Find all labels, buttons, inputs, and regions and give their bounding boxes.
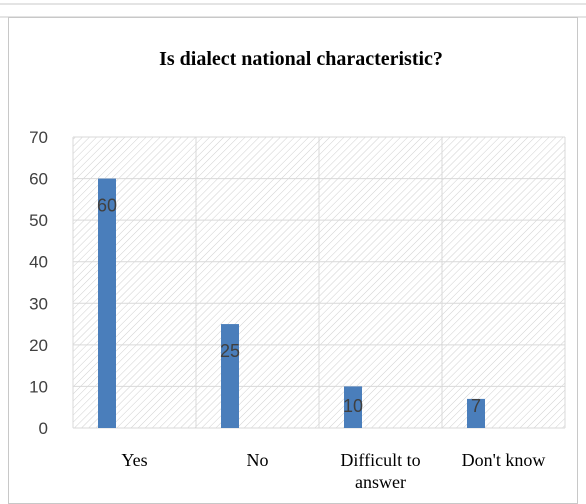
bar [467,398,485,428]
x-tick-label: Yes [121,450,147,470]
bar [98,178,116,428]
y-tick-label: 40 [29,253,48,272]
x-tick-label: Don't know [462,450,546,470]
y-tick-label: 10 [29,377,48,396]
y-tick-label: 30 [29,294,48,313]
y-tick-label: 60 [29,170,48,189]
x-tick-label: No [247,450,269,470]
y-tick-label: 50 [29,211,48,230]
bar [344,386,362,428]
x-tick-label: Difficult to [340,450,420,470]
plot-area: 0 10 20 30 40 50 60 70 60 Yes 25 No 10 Difficult toan… [29,128,566,492]
y-tick-label: 0 [39,419,48,438]
chart-title: Is dialect national characteristic? [159,48,443,70]
data-label: 60 [97,196,117,216]
data-label: 7 [471,396,481,416]
bar [221,324,239,428]
x-tick-label: answer [355,472,406,492]
y-tick-label: 20 [29,336,48,355]
data-label: 10 [343,396,363,416]
data-label: 25 [220,341,240,361]
y-tick-label: 70 [29,128,48,147]
